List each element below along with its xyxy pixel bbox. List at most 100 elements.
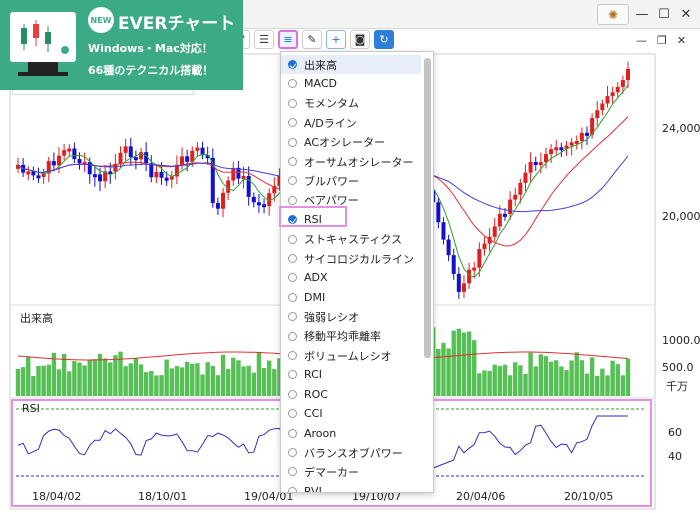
- candle-body: [605, 96, 610, 104]
- radio-icon[interactable]: [288, 409, 297, 419]
- volume-bar: [461, 332, 467, 396]
- indicator-menu-item[interactable]: DMI: [281, 288, 421, 307]
- indicator-menu-item[interactable]: ROC: [281, 385, 421, 404]
- indicator-menu-item[interactable]: MACD: [281, 74, 421, 93]
- dropdown-scrollbar[interactable]: [424, 58, 431, 358]
- volume-bar: [466, 331, 472, 396]
- indicator-menu-item[interactable]: ベアパワー: [281, 191, 421, 210]
- volume-bar: [569, 360, 574, 396]
- volume-bar: [184, 361, 190, 396]
- radio-icon[interactable]: [288, 292, 297, 302]
- radio-icon[interactable]: [288, 428, 297, 438]
- checked-radio-icon[interactable]: [288, 60, 297, 69]
- settings-button[interactable]: ✺: [597, 4, 629, 25]
- radio-icon[interactable]: [288, 486, 297, 492]
- volume-bar: [20, 367, 26, 396]
- volume-bar: [456, 328, 462, 396]
- candle-body: [508, 199, 513, 214]
- screenshot-button[interactable]: ◙: [350, 30, 370, 49]
- radio-icon[interactable]: [288, 195, 297, 205]
- radio-icon[interactable]: [288, 273, 297, 283]
- indicator-menu-item[interactable]: ACオシレーター: [281, 133, 421, 152]
- indicator-menu-item[interactable]: 出来高: [281, 55, 421, 74]
- indicator-menu-item[interactable]: サイコロジカルライン: [281, 249, 421, 268]
- indicator-menu-item-label: オーサムオシレーター: [304, 155, 414, 169]
- volume-bar: [523, 373, 528, 396]
- refresh-button[interactable]: ↻: [374, 30, 394, 49]
- radio-icon[interactable]: [288, 137, 297, 147]
- draw-button[interactable]: ✎: [302, 30, 322, 49]
- radio-icon[interactable]: [288, 351, 297, 360]
- indicator-menu-item[interactable]: CCI: [281, 404, 421, 423]
- indicator-menu-item[interactable]: RSI: [281, 210, 421, 229]
- volume-bar: [138, 364, 144, 396]
- indicator-menu-item[interactable]: バランスオブパワー: [281, 443, 421, 462]
- volume-bar: [205, 362, 210, 396]
- radio-icon[interactable]: [288, 176, 297, 186]
- radio-icon[interactable]: [288, 254, 297, 263]
- indicator-list-button[interactable]: ≡: [278, 30, 298, 49]
- radio-icon[interactable]: [288, 118, 297, 128]
- candle-body: [57, 155, 62, 166]
- indicator-menu-item-label: Aroon: [304, 426, 337, 440]
- volume-bar: [615, 364, 620, 396]
- indicator-menu-item[interactable]: ブルパワー: [281, 171, 421, 190]
- indicator-menu-item[interactable]: Aroon: [281, 424, 421, 443]
- volume-bar: [436, 348, 441, 396]
- indicator-menu-item[interactable]: 移動平均乖離率: [281, 327, 421, 346]
- radio-icon[interactable]: [288, 157, 297, 166]
- date-tick-label: 20/04/06: [456, 490, 506, 503]
- candle-body: [231, 167, 236, 181]
- chart-restore-button[interactable]: ❐: [657, 34, 667, 47]
- indicator-menu-item[interactable]: オーサムオシレーター: [281, 152, 421, 171]
- candle-body: [590, 118, 595, 135]
- indicator-menu-item[interactable]: 強弱レシオ: [281, 307, 421, 326]
- chart-close-button[interactable]: ✕: [676, 34, 687, 47]
- indicator-menu-item-label: ストキャスティクス: [304, 233, 403, 247]
- radio-icon[interactable]: [288, 389, 297, 399]
- candle-body: [574, 140, 579, 144]
- indicator-menu-item[interactable]: RCI: [281, 365, 421, 384]
- add-button[interactable]: +: [326, 30, 346, 49]
- radio-icon[interactable]: [288, 98, 297, 108]
- volume-bar: [497, 366, 503, 396]
- candle-body: [564, 145, 569, 149]
- radio-icon[interactable]: [288, 467, 297, 477]
- promo-banner[interactable]: NEW EVERチャート Windows・Mac対応！ 66種のテクニカル搭載！: [0, 0, 243, 90]
- date-tick-label: 19/04/01: [244, 490, 294, 503]
- maximize-button[interactable]: ☐: [658, 6, 670, 22]
- indicator-menu-item[interactable]: ボリュームレシオ: [281, 346, 421, 365]
- indicator-menu-item-label: DMI: [304, 290, 326, 304]
- promo-subtitle: Windows・Mac対応！: [88, 42, 213, 55]
- candle-body: [569, 142, 574, 146]
- indicator-menu-item-label: 出来高: [304, 58, 337, 72]
- indicator-menu-item[interactable]: ストキャスティクス: [281, 230, 421, 249]
- radio-icon[interactable]: [288, 448, 297, 457]
- chart-minimize-button[interactable]: —: [636, 34, 647, 47]
- indicator-menu-item[interactable]: ADX: [281, 268, 421, 287]
- date-tick-label: 18/04/02: [32, 490, 82, 503]
- candle-body: [205, 155, 210, 159]
- monitor-icon: [10, 12, 76, 62]
- candle-body: [528, 162, 533, 173]
- indicator-menu-item[interactable]: RVI: [281, 482, 421, 492]
- close-button[interactable]: ✕: [680, 6, 692, 22]
- checked-radio-icon[interactable]: [288, 215, 297, 225]
- radio-icon[interactable]: [288, 312, 297, 322]
- indicator-dropdown[interactable]: 出来高 MACD モメンタム A/Dライン ACオシレーターオーサムオシレーターブルパワ…: [280, 51, 434, 493]
- minimize-button[interactable]: —: [635, 6, 649, 22]
- volume-bar: [210, 365, 215, 396]
- volume-bar: [128, 363, 133, 396]
- radio-icon[interactable]: [288, 79, 297, 89]
- align-button[interactable]: ☰: [254, 30, 274, 49]
- candle-body: [226, 180, 231, 193]
- volume-bar: [251, 372, 256, 396]
- candle-body: [159, 171, 164, 178]
- indicator-menu-item[interactable]: デマーカー: [281, 462, 421, 481]
- indicator-menu-item[interactable]: モメンタム: [281, 94, 421, 113]
- gear-icon: ✺: [607, 7, 619, 22]
- indicator-menu-item[interactable]: A/Dライン: [281, 113, 421, 132]
- radio-icon[interactable]: [288, 370, 297, 380]
- radio-icon[interactable]: [288, 234, 297, 244]
- radio-icon[interactable]: [288, 331, 297, 341]
